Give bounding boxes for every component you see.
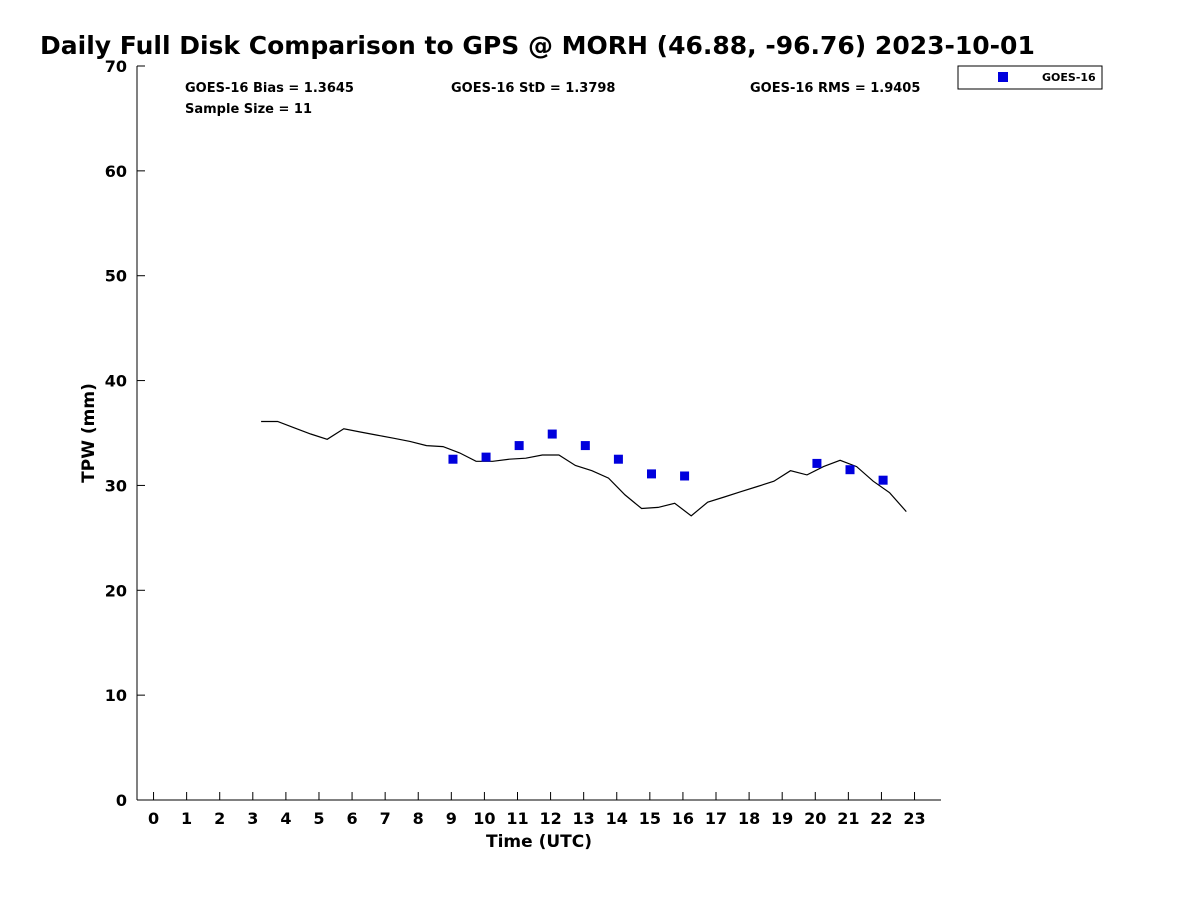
x-tick-label: 10 xyxy=(473,809,495,828)
x-tick-label: 4 xyxy=(280,809,291,828)
goes16-point xyxy=(481,452,491,462)
x-tick-label: 18 xyxy=(738,809,760,828)
x-tick-label: 6 xyxy=(346,809,357,828)
x-tick-label: 7 xyxy=(380,809,391,828)
y-tick-label: 0 xyxy=(116,791,127,810)
goes16-point xyxy=(845,465,855,475)
x-tick-label: 11 xyxy=(506,809,528,828)
x-tick-label: 15 xyxy=(639,809,661,828)
x-tick-label: 3 xyxy=(247,809,258,828)
x-tick-label: 16 xyxy=(672,809,694,828)
x-tick-label: 22 xyxy=(870,809,892,828)
chart-title: Daily Full Disk Comparison to GPS @ MORH… xyxy=(40,31,1035,60)
goes16-point xyxy=(646,469,656,479)
stat-bias: GOES-16 Bias = 1.3645 xyxy=(185,81,354,96)
goes16-point xyxy=(812,458,822,468)
goes16-point xyxy=(580,441,590,451)
x-tick-label: 5 xyxy=(313,809,324,828)
gps-tpw-line xyxy=(261,420,907,517)
x-tick-label: 19 xyxy=(771,809,793,828)
goes16-point xyxy=(514,441,524,451)
x-tick-label: 9 xyxy=(446,809,457,828)
x-tick-label: 23 xyxy=(903,809,925,828)
x-tick-label: 14 xyxy=(606,809,628,828)
legend-label-goes16: GOES-16 xyxy=(1042,71,1096,84)
x-tick-label: 1 xyxy=(181,809,192,828)
x-axis-label: Time (UTC) xyxy=(486,832,592,852)
goes16-point xyxy=(878,475,888,485)
x-tick-label: 20 xyxy=(804,809,826,828)
x-tick-label: 2 xyxy=(214,809,225,828)
y-ticks: 0 10 20 30 40 50 60 70 xyxy=(105,57,145,810)
x-tick-label: 12 xyxy=(539,809,561,828)
y-tick-label: 60 xyxy=(105,162,127,181)
x-tick-label: 0 xyxy=(148,809,159,828)
y-tick-label: 70 xyxy=(105,57,127,76)
goes16-point xyxy=(547,429,557,439)
x-tick-label: 8 xyxy=(413,809,424,828)
stat-sample-size: Sample Size = 11 xyxy=(185,102,312,117)
y-tick-label: 40 xyxy=(105,372,127,391)
goes16-point xyxy=(448,454,458,464)
x-tick-label: 17 xyxy=(705,809,727,828)
goes16-point xyxy=(613,454,623,464)
plot-area xyxy=(261,420,907,517)
x-tick-label: 13 xyxy=(573,809,595,828)
y-tick-label: 50 xyxy=(105,267,127,286)
x-tick-label: 21 xyxy=(837,809,859,828)
stat-std: GOES-16 StD = 1.3798 xyxy=(451,81,615,96)
legend-box xyxy=(957,65,1103,90)
legend: GOES-16 xyxy=(957,65,1103,90)
y-tick-label: 30 xyxy=(105,476,127,495)
x-ticks: 0 1 2 3 4 5 6 7 8 9 10 11 12 13 14 15 16 17 18 19 20 21 22 23 xyxy=(148,792,926,828)
goes16-point xyxy=(680,471,690,481)
stat-rms: GOES-16 RMS = 1.9405 xyxy=(750,81,920,96)
legend-marker-goes16 xyxy=(998,72,1008,82)
y-tick-label: 10 xyxy=(105,686,127,705)
y-tick-label: 20 xyxy=(105,581,127,600)
stats-annotations: GOES-16 Bias = 1.3645 GOES-16 StD = 1.37… xyxy=(185,81,920,117)
y-axis-label: TPW (mm) xyxy=(79,383,99,483)
